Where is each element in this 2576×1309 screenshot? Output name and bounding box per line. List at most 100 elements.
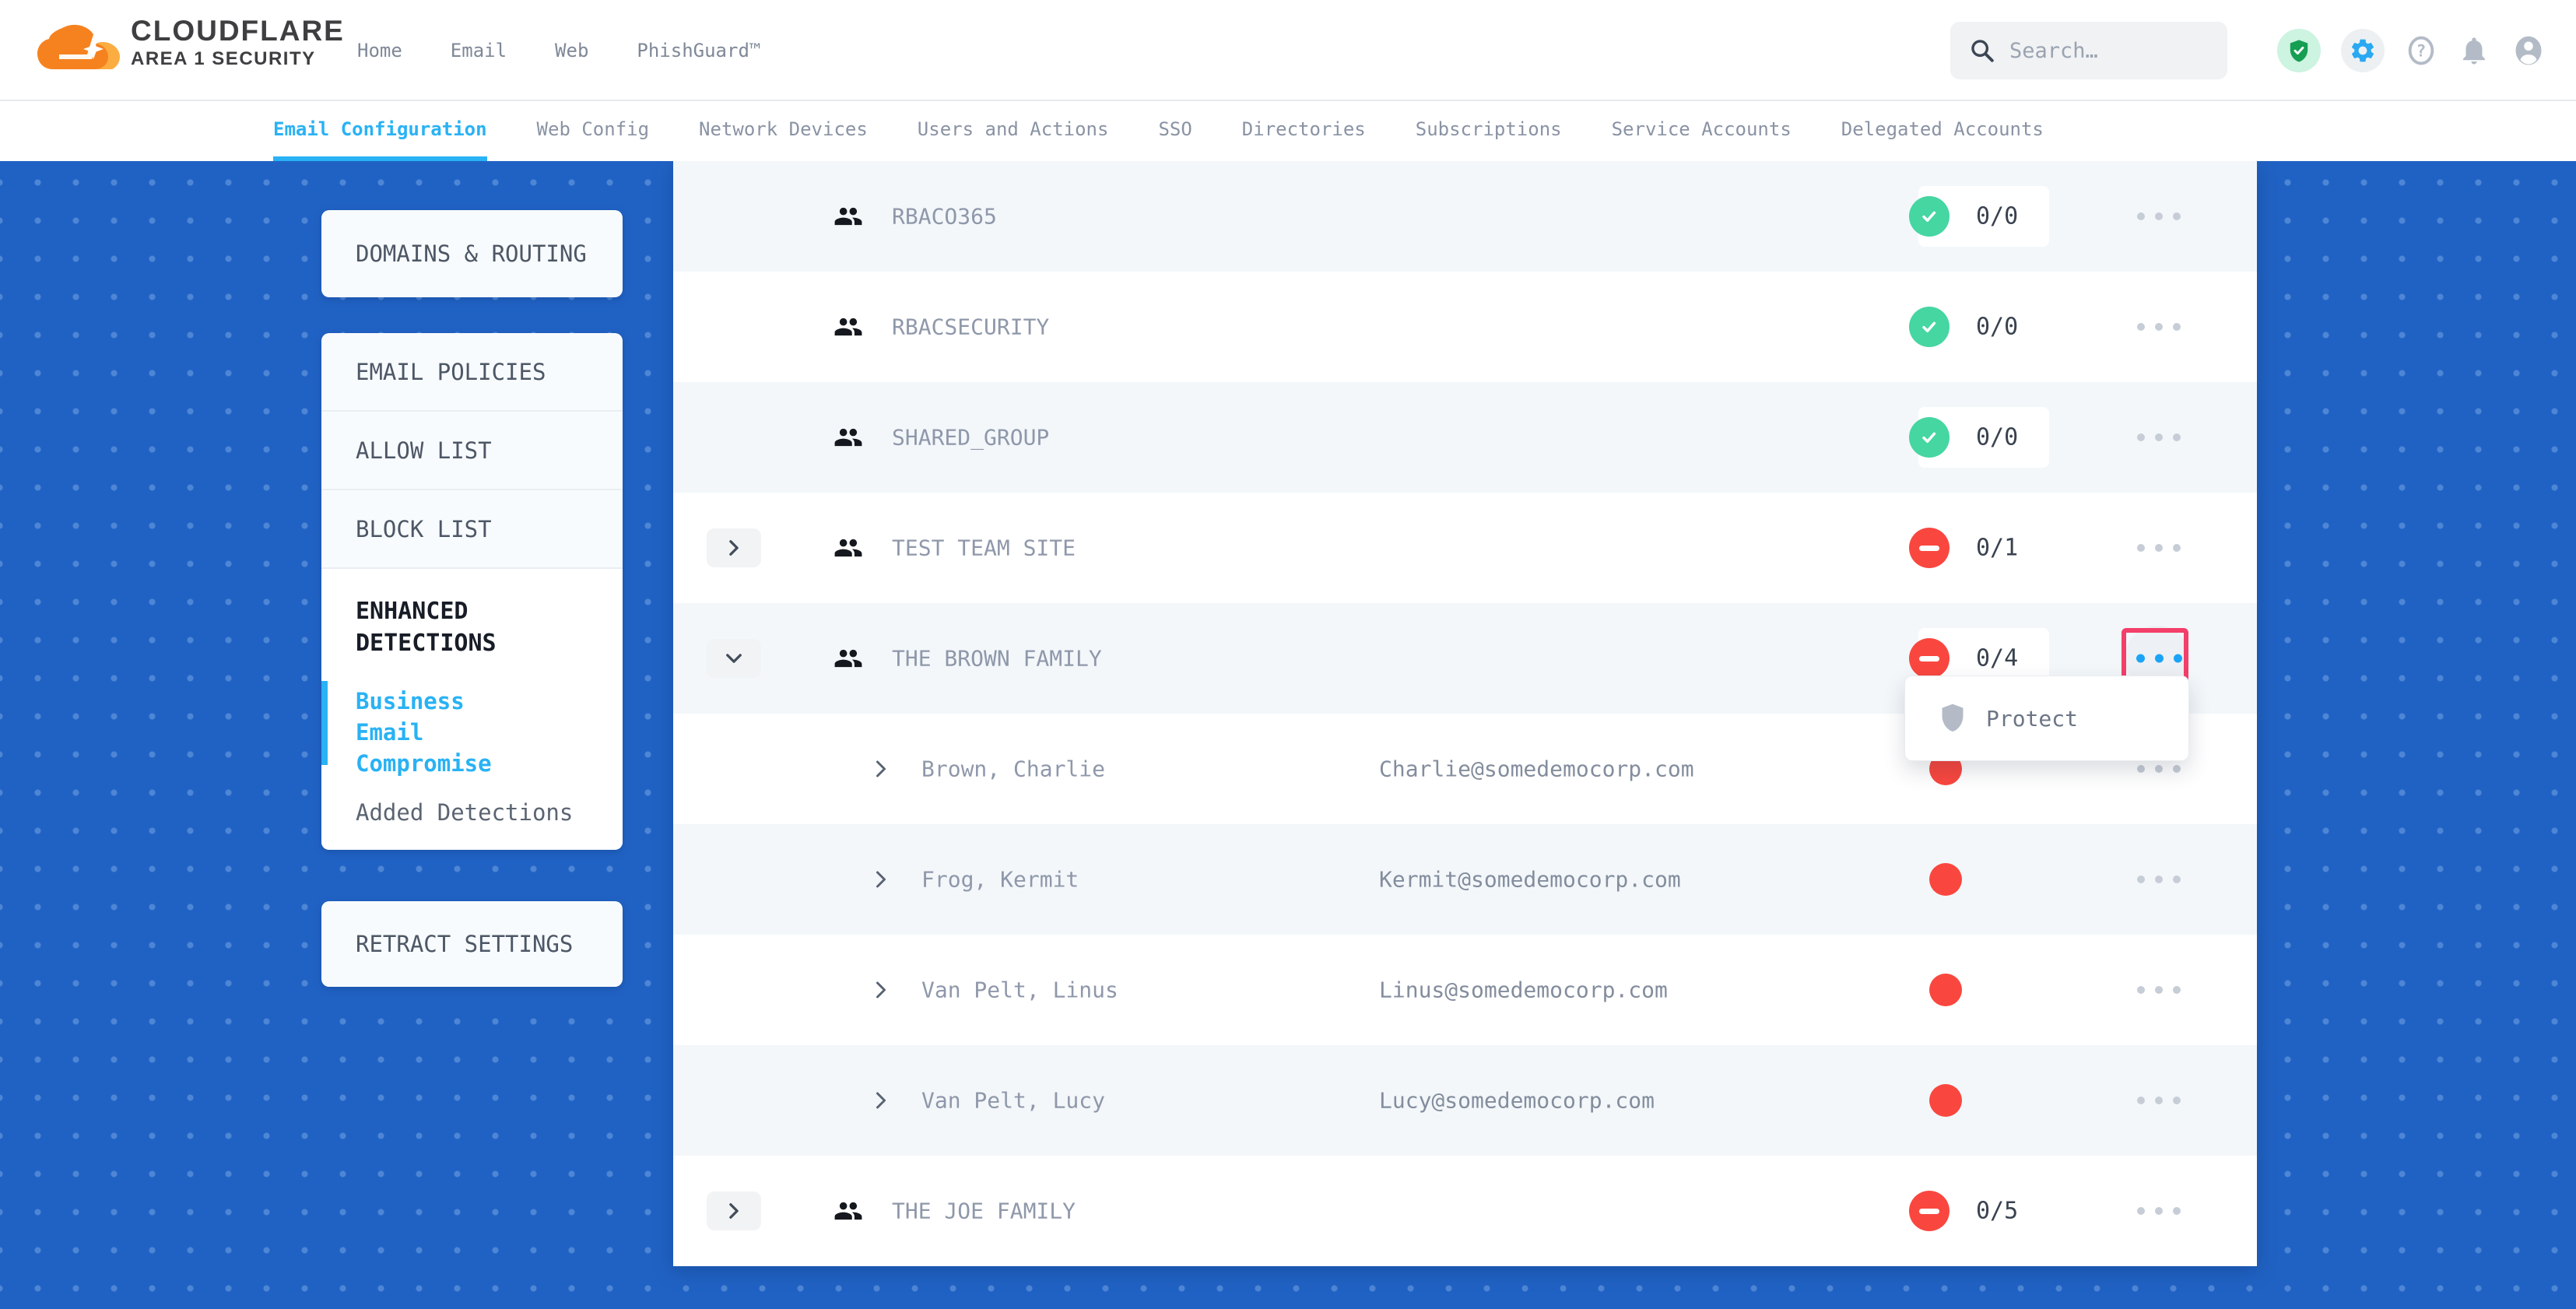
user-name: Brown, Charlie xyxy=(921,756,1106,782)
protect-shield-icon xyxy=(1942,704,1964,732)
sidebar-section-enhanced-detections: ENHANCED DETECTIONS Business Email Compr… xyxy=(321,569,623,849)
table-row[interactable]: RBACSECURITY 0/0 xyxy=(673,272,2257,382)
chevron-right-icon[interactable] xyxy=(875,760,887,778)
expand-group-button[interactable] xyxy=(707,528,761,567)
gear-icon xyxy=(2351,39,2374,62)
sidebar-item-added-detections[interactable]: Added Detections xyxy=(356,799,591,826)
row-menu-button[interactable] xyxy=(2127,765,2191,773)
row-menu-button[interactable] xyxy=(2127,1207,2191,1215)
protection-status-button[interactable] xyxy=(2277,29,2321,72)
table-row[interactable]: TEST TEAM SITE 0/1 xyxy=(673,493,2257,603)
settings-button[interactable] xyxy=(2341,29,2385,72)
group-icon xyxy=(834,539,862,557)
protected-count: 0/0 xyxy=(1976,423,2019,451)
group-name: TEST TEAM SITE xyxy=(892,535,1076,561)
nav-email[interactable]: Email xyxy=(450,40,507,61)
search-icon xyxy=(1971,40,1994,62)
sidebar-label: BLOCK LIST xyxy=(356,515,492,542)
expand-group-button[interactable] xyxy=(707,1191,761,1230)
sidebar-item-email-policies[interactable]: EMAIL POLICIES xyxy=(321,333,623,412)
cloudflare-logo[interactable]: CLOUDFLARE AREA 1 SECURITY xyxy=(36,16,345,72)
sidebar-item-allow-list[interactable]: ALLOW LIST xyxy=(321,412,623,490)
chevron-down-icon xyxy=(726,654,742,663)
collapse-group-button[interactable] xyxy=(707,639,761,678)
row-menu-button[interactable] xyxy=(2127,986,2191,994)
brand-title: CLOUDFLARE xyxy=(131,15,345,47)
svg-text:?: ? xyxy=(2416,42,2427,61)
tab-users-and-actions[interactable]: Users and Actions xyxy=(917,118,1109,140)
check-badge-icon xyxy=(1909,196,1950,237)
sidebar-label: Business Email Compromise xyxy=(356,688,492,777)
check-badge-icon xyxy=(1909,307,1950,347)
bell-icon[interactable] xyxy=(2458,34,2490,67)
nav-phishguard[interactable]: PhishGuard™ xyxy=(637,40,761,61)
help-icon[interactable]: ? xyxy=(2405,34,2437,67)
sidebar-label: ALLOW LIST xyxy=(356,437,492,464)
tab-web-config[interactable]: Web Config xyxy=(536,118,650,140)
table-row[interactable]: Van Pelt, Linus Linus@somedemocorp.com xyxy=(673,935,2257,1045)
row-menu-button[interactable] xyxy=(2127,323,2191,331)
chevron-right-icon[interactable] xyxy=(875,1091,887,1110)
context-menu-item-protect[interactable]: Protect xyxy=(1986,705,2079,732)
protected-count: 0/0 xyxy=(1976,202,2019,230)
table-row[interactable]: RBACO365 0/0 xyxy=(673,161,2257,272)
table-row[interactable]: Brown, Charlie Charlie@somedemocorp.com xyxy=(673,714,2257,824)
row-menu-button-active[interactable] xyxy=(2127,654,2191,663)
row-menu-button[interactable] xyxy=(2127,1097,2191,1104)
sidebar-label: Added Detections xyxy=(356,799,574,826)
user-name: Frog, Kermit xyxy=(921,866,1079,893)
groups-users-table: RBACO365 0/0 RBACSECURITY 0/0 SHARED_GRO… xyxy=(673,161,2257,1266)
top-navigation: Home Email Web PhishGuard™ xyxy=(357,0,760,101)
table-row[interactable]: Frog, Kermit Kermit@somedemocorp.com xyxy=(673,824,2257,935)
tab-directories[interactable]: Directories xyxy=(1241,118,1366,140)
tab-service-accounts[interactable]: Service Accounts xyxy=(1611,118,1792,140)
search-box[interactable] xyxy=(1950,22,2227,79)
sidebar-item-retract-settings[interactable]: RETRACT SETTINGS xyxy=(321,901,623,987)
group-name: SHARED_GROUP xyxy=(892,424,1050,451)
row-menu-button[interactable] xyxy=(2127,544,2191,552)
tab-delegated-accounts[interactable]: Delegated Accounts xyxy=(1841,118,2044,140)
group-icon xyxy=(834,1202,862,1220)
minus-badge-icon xyxy=(1909,528,1950,568)
nav-home[interactable]: Home xyxy=(357,40,402,61)
user-name: Van Pelt, Lucy xyxy=(921,1087,1106,1114)
table-row[interactable]: SHARED_GROUP 0/0 xyxy=(673,382,2257,493)
table-row[interactable]: Van Pelt, Lucy Lucy@somedemocorp.com xyxy=(673,1045,2257,1156)
sidebar-policies-card: EMAIL POLICIES ALLOW LIST BLOCK LIST ENH… xyxy=(321,333,623,850)
sidebar-label: EMAIL POLICIES xyxy=(356,358,546,385)
tab-subscriptions[interactable]: Subscriptions xyxy=(1415,118,1562,140)
group-name: THE JOE FAMILY xyxy=(892,1198,1076,1224)
user-email: Charlie@somedemocorp.com xyxy=(1379,756,1694,782)
tab-email-configuration[interactable]: Email Configuration xyxy=(273,101,487,161)
row-menu-button[interactable] xyxy=(2127,212,2191,220)
tab-sso[interactable]: SSO xyxy=(1158,118,1192,140)
chevron-right-icon[interactable] xyxy=(875,870,887,889)
sidebar-label: DOMAINS & ROUTING xyxy=(356,240,587,267)
minus-badge-icon xyxy=(1909,1191,1950,1231)
avatar-icon[interactable] xyxy=(2511,33,2546,68)
enhanced-detections-title[interactable]: ENHANCED DETECTIONS xyxy=(356,598,497,657)
top-header: CLOUDFLARE AREA 1 SECURITY Home Email We… xyxy=(0,0,2576,101)
protected-count: 0/4 xyxy=(1976,644,2019,672)
check-badge-icon xyxy=(1909,417,1950,458)
table-row[interactable]: THE JOE FAMILY 0/5 xyxy=(673,1156,2257,1266)
brand-subtitle: AREA 1 SECURITY xyxy=(131,48,316,69)
minus-badge-icon xyxy=(1909,638,1950,679)
sidebar-item-block-list[interactable]: BLOCK LIST xyxy=(321,490,623,569)
sidebar-item-domains-routing[interactable]: DOMAINS & ROUTING xyxy=(321,210,623,297)
sidebar-label: RETRACT SETTINGS xyxy=(356,931,574,957)
group-name: THE BROWN FAMILY xyxy=(892,645,1102,672)
row-menu-button[interactable] xyxy=(2127,876,2191,883)
protected-count: 0/1 xyxy=(1976,534,2019,562)
nav-web[interactable]: Web xyxy=(555,40,589,61)
user-email: Linus@somedemocorp.com xyxy=(1379,977,1668,1003)
chevron-right-icon[interactable] xyxy=(875,981,887,999)
group-icon xyxy=(834,649,862,668)
tab-network-devices[interactable]: Network Devices xyxy=(699,118,868,140)
protected-count: 0/0 xyxy=(1976,313,2019,341)
chevron-right-icon xyxy=(729,540,739,556)
search-input[interactable] xyxy=(2009,38,2204,63)
row-menu-button[interactable] xyxy=(2127,433,2191,441)
sidebar-item-business-email-compromise[interactable]: Business Email Compromise xyxy=(321,681,542,779)
